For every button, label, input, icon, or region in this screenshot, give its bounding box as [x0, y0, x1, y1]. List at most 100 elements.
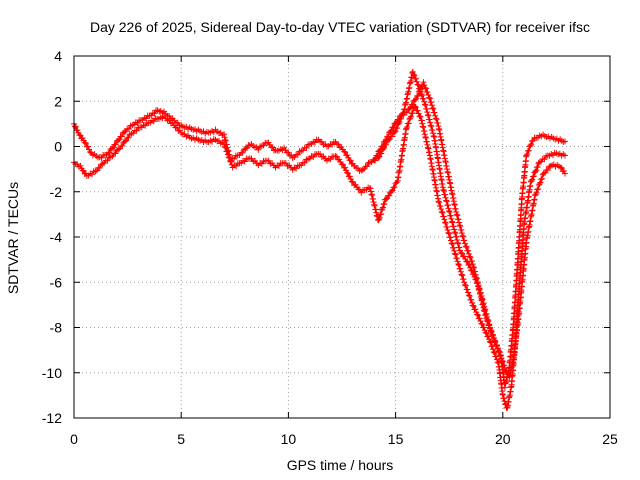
data-point: [533, 189, 540, 196]
data-point: [335, 141, 342, 148]
data-point: [446, 208, 453, 215]
data-point: [437, 203, 444, 210]
data-point: [426, 94, 433, 101]
data-point: [473, 275, 480, 282]
data-point: [503, 368, 510, 375]
data-point: [466, 261, 473, 268]
data-point: [221, 134, 228, 141]
data-point: [484, 313, 491, 320]
y-tick-label: -8: [50, 320, 63, 336]
data-point: [439, 184, 446, 191]
data-point: [457, 265, 464, 272]
data-point: [490, 331, 497, 338]
data-point: [371, 201, 378, 208]
data-point: [456, 219, 463, 226]
data-point: [426, 95, 433, 102]
data-point: [472, 306, 479, 313]
data-point: [497, 352, 504, 359]
data-point: [265, 139, 272, 146]
data-point: [541, 156, 548, 163]
data-point: [453, 208, 460, 215]
data-point: [84, 143, 91, 150]
data-point: [444, 223, 451, 230]
data-point: [464, 258, 471, 265]
data-point: [391, 184, 398, 191]
data-point: [361, 165, 368, 172]
data-point: [118, 133, 125, 140]
data-point: [536, 180, 543, 187]
data-point: [490, 348, 497, 355]
data-point: [438, 206, 445, 213]
data-point: [493, 353, 500, 360]
data-point: [487, 339, 494, 346]
data-point: [416, 113, 423, 120]
data-point: [470, 264, 477, 271]
data-point: [176, 127, 183, 134]
data-point: [465, 289, 472, 296]
data-point: [231, 155, 238, 162]
data-point: [476, 285, 483, 292]
data-point: [454, 237, 461, 244]
data-point: [501, 398, 508, 405]
data-point: [464, 286, 471, 293]
data-point: [243, 144, 250, 151]
data-point: [477, 289, 484, 296]
data-point: [385, 133, 392, 140]
data-point: [444, 202, 451, 209]
data-point: [462, 243, 469, 250]
data-point: [281, 144, 288, 151]
x-tick-label: 25: [602, 431, 618, 447]
data-point: [442, 191, 449, 198]
data-point: [451, 226, 458, 233]
data-point: [378, 211, 385, 218]
data-point: [425, 92, 432, 99]
y-tick-label: 0: [54, 139, 62, 155]
data-point: [456, 222, 463, 229]
data-point: [169, 119, 176, 126]
data-point: [414, 92, 421, 99]
data-point: [478, 292, 485, 299]
data-point: [98, 161, 105, 168]
data-point: [454, 212, 461, 219]
series-track-c: [371, 79, 568, 381]
data-point: [479, 296, 486, 303]
data-point: [411, 72, 418, 79]
data-point: [376, 216, 383, 223]
data-point: [425, 112, 432, 119]
data-point: [532, 168, 539, 175]
data-point: [459, 232, 466, 239]
data-point: [420, 79, 427, 86]
data-point: [420, 95, 427, 102]
data-point: [494, 359, 501, 366]
data-point: [119, 142, 126, 149]
data-point: [485, 333, 492, 340]
data-point: [301, 159, 308, 166]
data-point: [490, 346, 497, 353]
data-point: [535, 186, 542, 193]
data-point: [450, 244, 457, 251]
data-point: [71, 123, 78, 130]
data-point: [486, 338, 493, 345]
data-point: [241, 146, 248, 153]
data-point: [489, 343, 496, 350]
data-point: [104, 157, 111, 164]
data-point: [390, 124, 397, 131]
data-point: [452, 230, 459, 237]
data-point: [470, 303, 477, 310]
data-point: [368, 191, 375, 198]
data-point: [96, 164, 103, 171]
data-point: [418, 117, 425, 124]
data-point: [405, 120, 412, 127]
data-point: [494, 345, 501, 352]
data-point: [412, 96, 419, 103]
data-point: [430, 105, 437, 112]
data-layer: [71, 68, 568, 412]
data-point: [469, 261, 476, 268]
data-point: [462, 282, 469, 289]
data-point: [409, 101, 416, 108]
data-point: [436, 199, 443, 206]
data-point: [499, 358, 506, 365]
data-point: [393, 179, 400, 186]
data-point: [481, 306, 488, 313]
